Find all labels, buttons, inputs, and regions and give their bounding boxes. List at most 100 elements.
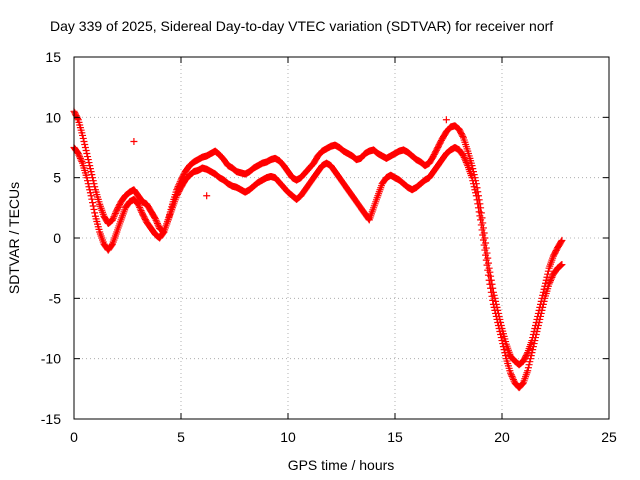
tick-labels-layer: 0 5 10 15 20 25 -15 -10 -5 0 5 10 15 (41, 49, 617, 445)
data-point (110, 213, 118, 221)
data-point (84, 180, 92, 188)
data-point (530, 340, 538, 348)
data-point (83, 150, 91, 158)
data-point (84, 177, 92, 185)
data-point (470, 183, 478, 191)
data-point (79, 134, 87, 142)
data-point (76, 154, 84, 162)
data-point (85, 159, 93, 167)
data-point (463, 160, 471, 168)
data-point (109, 214, 117, 222)
grid-layer (74, 57, 609, 419)
data-point (507, 369, 515, 377)
data-point (86, 186, 94, 194)
data-point (497, 334, 505, 342)
data-point (493, 315, 501, 323)
data-point (535, 318, 543, 326)
data-point (499, 343, 507, 351)
data-point (537, 309, 545, 317)
data-point (459, 132, 467, 140)
data-point (86, 189, 94, 197)
data-point (529, 346, 537, 354)
data-point (539, 300, 547, 308)
data-point (480, 241, 488, 249)
data-point (489, 296, 497, 304)
data-point (525, 361, 533, 369)
data-point (483, 261, 491, 269)
data-point (479, 231, 487, 239)
data-point (489, 300, 497, 308)
data-point (490, 303, 498, 311)
data-point (537, 312, 545, 320)
data-point (112, 208, 120, 216)
data-point (486, 280, 494, 288)
data-point (534, 321, 542, 329)
data-point (545, 280, 553, 288)
data-point (86, 165, 94, 173)
y-tick-label: 15 (45, 49, 61, 65)
data-point (478, 226, 486, 234)
x-tick-label: 15 (387, 429, 403, 445)
data-point (558, 261, 566, 269)
data-point (532, 334, 540, 342)
data-point (496, 328, 504, 336)
data-point (108, 241, 116, 249)
data-point (507, 371, 515, 379)
y-tick-label: -10 (41, 351, 61, 367)
data-point (74, 114, 82, 122)
data-point (74, 150, 82, 158)
x-tick-label: 5 (177, 429, 185, 445)
data-point (484, 266, 492, 274)
data-point (78, 158, 86, 166)
data-point (526, 358, 534, 366)
data-point (153, 218, 161, 226)
data-point (498, 337, 506, 345)
data-point (536, 315, 544, 323)
data-point (85, 183, 93, 191)
data-points-layer (70, 107, 566, 392)
data-point (111, 209, 119, 217)
data-point (109, 216, 117, 224)
data-point (84, 153, 92, 161)
data-point (471, 186, 479, 194)
data-point (508, 372, 516, 380)
outlier-point (130, 137, 138, 145)
data-point (548, 273, 556, 281)
data-point (509, 374, 517, 382)
data-point (558, 236, 566, 244)
data-point (534, 325, 542, 332)
data-point (547, 277, 555, 285)
data-point (83, 174, 91, 182)
y-tick-label: 10 (45, 109, 61, 125)
data-point (136, 203, 144, 211)
data-point (546, 278, 554, 286)
data-point (484, 271, 492, 279)
data-point (469, 180, 477, 188)
data-point (524, 364, 532, 372)
data-point (547, 275, 555, 283)
data-point (77, 156, 85, 164)
outlier-point (442, 116, 450, 124)
data-point (136, 205, 144, 213)
data-point (494, 321, 502, 329)
data-point (134, 200, 142, 208)
data-point (528, 349, 536, 357)
x-tick-label: 0 (70, 429, 78, 445)
data-point (497, 331, 505, 339)
data-point (474, 200, 482, 208)
data-point (544, 267, 552, 275)
data-point (135, 202, 143, 210)
data-point (557, 238, 565, 246)
data-point (557, 261, 565, 269)
data-point (529, 343, 537, 351)
data-point (87, 192, 95, 200)
data-point (462, 158, 470, 166)
data-point (495, 325, 503, 332)
data-point (75, 151, 83, 159)
data-point (501, 349, 509, 357)
data-point (477, 221, 485, 229)
data-point (527, 355, 535, 363)
outlier-point (203, 192, 211, 200)
data-point (459, 152, 467, 160)
data-point (492, 312, 500, 320)
